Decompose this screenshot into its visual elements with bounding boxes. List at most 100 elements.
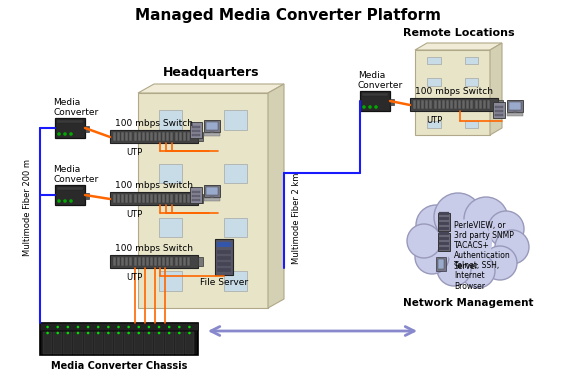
Bar (206, 187, 218, 195)
Bar (183, 194, 186, 203)
Bar (187, 132, 190, 141)
Bar (170, 257, 174, 266)
Bar (498, 100, 503, 109)
Bar (474, 100, 477, 109)
Bar (206, 122, 218, 130)
Bar (166, 132, 169, 141)
Bar (217, 262, 231, 266)
Bar (150, 132, 153, 141)
Circle shape (148, 326, 150, 328)
Bar (438, 233, 450, 251)
Bar (507, 100, 523, 112)
Bar (439, 232, 449, 235)
Bar (55, 118, 85, 138)
Bar (134, 332, 143, 354)
Circle shape (188, 332, 191, 334)
Bar (150, 257, 153, 266)
Bar (94, 332, 103, 354)
Text: Media
Converter: Media Converter (358, 70, 403, 90)
Circle shape (87, 326, 89, 328)
Bar (133, 132, 136, 141)
Bar (179, 132, 182, 141)
Bar (150, 194, 153, 203)
Text: Multimode Fiber 200 m: Multimode Fiber 200 m (24, 159, 33, 257)
Circle shape (437, 252, 471, 286)
Bar (146, 132, 149, 141)
Bar (210, 197, 214, 199)
Bar (192, 190, 200, 193)
Circle shape (434, 193, 482, 241)
Polygon shape (490, 43, 502, 135)
Circle shape (407, 224, 441, 258)
Text: Remote Locations: Remote Locations (402, 28, 514, 38)
Circle shape (188, 326, 191, 328)
Bar (183, 132, 186, 141)
Bar (43, 332, 52, 354)
Bar (434, 100, 436, 109)
Bar (415, 50, 490, 135)
Circle shape (495, 230, 529, 264)
Bar (117, 257, 120, 266)
Text: Media
Converter: Media Converter (53, 165, 98, 184)
Bar (125, 257, 128, 266)
Bar (141, 132, 145, 141)
Circle shape (444, 219, 492, 267)
Bar (465, 57, 478, 64)
Text: 100 mbps Switch: 100 mbps Switch (115, 181, 193, 190)
Bar (158, 132, 161, 141)
Bar (162, 257, 165, 266)
Circle shape (178, 332, 181, 334)
Bar (179, 257, 182, 266)
Bar (185, 332, 194, 354)
Bar (439, 217, 449, 220)
Bar (110, 255, 198, 268)
Bar (174, 257, 178, 266)
Bar (146, 194, 149, 203)
Bar (137, 194, 141, 203)
Bar (204, 198, 220, 201)
Bar (421, 100, 424, 109)
Bar (158, 257, 161, 266)
Bar (125, 132, 128, 141)
Bar (121, 257, 124, 266)
Bar (162, 194, 165, 203)
Text: File Server: File Server (200, 278, 248, 287)
Bar (465, 78, 478, 86)
Bar (470, 100, 473, 109)
Bar (162, 132, 165, 141)
Bar (85, 193, 89, 199)
Bar (159, 164, 182, 183)
Text: TACACS+
Authentication
Server: TACACS+ Authentication Server (454, 241, 511, 271)
Text: 100 mbps Switch: 100 mbps Switch (415, 87, 493, 96)
Bar (113, 194, 116, 203)
Bar (454, 100, 457, 109)
Circle shape (56, 332, 59, 334)
Bar (57, 120, 83, 123)
Bar (493, 102, 505, 118)
Circle shape (148, 332, 150, 334)
Circle shape (67, 332, 69, 334)
Circle shape (158, 326, 160, 328)
Bar (439, 222, 449, 225)
Bar (121, 132, 124, 141)
Bar (170, 132, 174, 141)
Bar (442, 100, 444, 109)
Circle shape (178, 326, 181, 328)
Bar (174, 194, 178, 203)
Text: Media Converter Chassis: Media Converter Chassis (51, 361, 187, 371)
Bar (137, 257, 141, 266)
Bar (154, 132, 157, 141)
Bar (390, 99, 394, 105)
Bar (507, 113, 523, 116)
Circle shape (46, 326, 49, 328)
Bar (427, 78, 440, 86)
Bar (190, 187, 202, 203)
Bar (141, 194, 145, 203)
Bar (210, 132, 214, 134)
Circle shape (63, 132, 67, 136)
Circle shape (69, 132, 73, 136)
Bar (137, 132, 141, 141)
Bar (198, 132, 203, 141)
Bar (465, 99, 478, 107)
Polygon shape (415, 43, 502, 50)
